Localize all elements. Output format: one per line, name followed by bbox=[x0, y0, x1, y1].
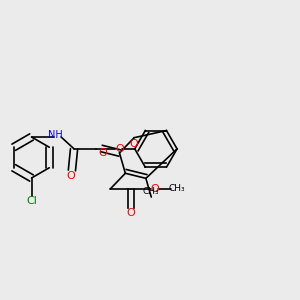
Text: CH₃: CH₃ bbox=[169, 184, 185, 193]
Text: O: O bbox=[130, 139, 139, 149]
Text: O: O bbox=[127, 208, 136, 218]
Text: NH: NH bbox=[48, 130, 63, 140]
Text: O: O bbox=[150, 184, 159, 194]
Text: CH₃: CH₃ bbox=[143, 187, 160, 196]
Text: O: O bbox=[98, 148, 107, 158]
Text: Cl: Cl bbox=[26, 196, 37, 206]
Text: O: O bbox=[115, 144, 124, 154]
Text: O: O bbox=[66, 171, 75, 181]
